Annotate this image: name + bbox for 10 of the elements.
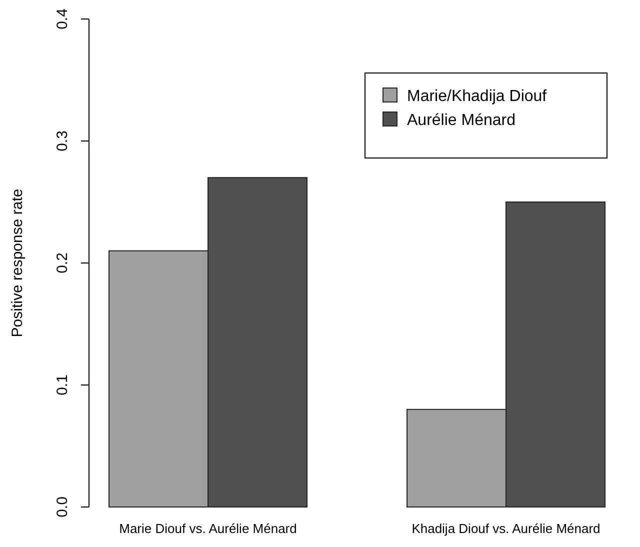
x-tick-label: Marie Diouf vs. Aurélie Ménard (119, 521, 297, 536)
legend-label: Aurélie Ménard (407, 112, 516, 129)
x-tick-label: Khadija Diouf vs. Aurélie Ménard (412, 521, 600, 536)
y-tick-label: 0.3 (54, 130, 71, 152)
y-tick-label: 0.4 (54, 8, 71, 30)
y-tick-label: 0.0 (54, 496, 71, 518)
y-axis-title: Positive response rate (9, 188, 26, 338)
y-tick-label: 0.1 (54, 374, 71, 396)
legend-label: Marie/Khadija Diouf (407, 88, 548, 105)
y-tick-label: 0.2 (54, 252, 71, 274)
